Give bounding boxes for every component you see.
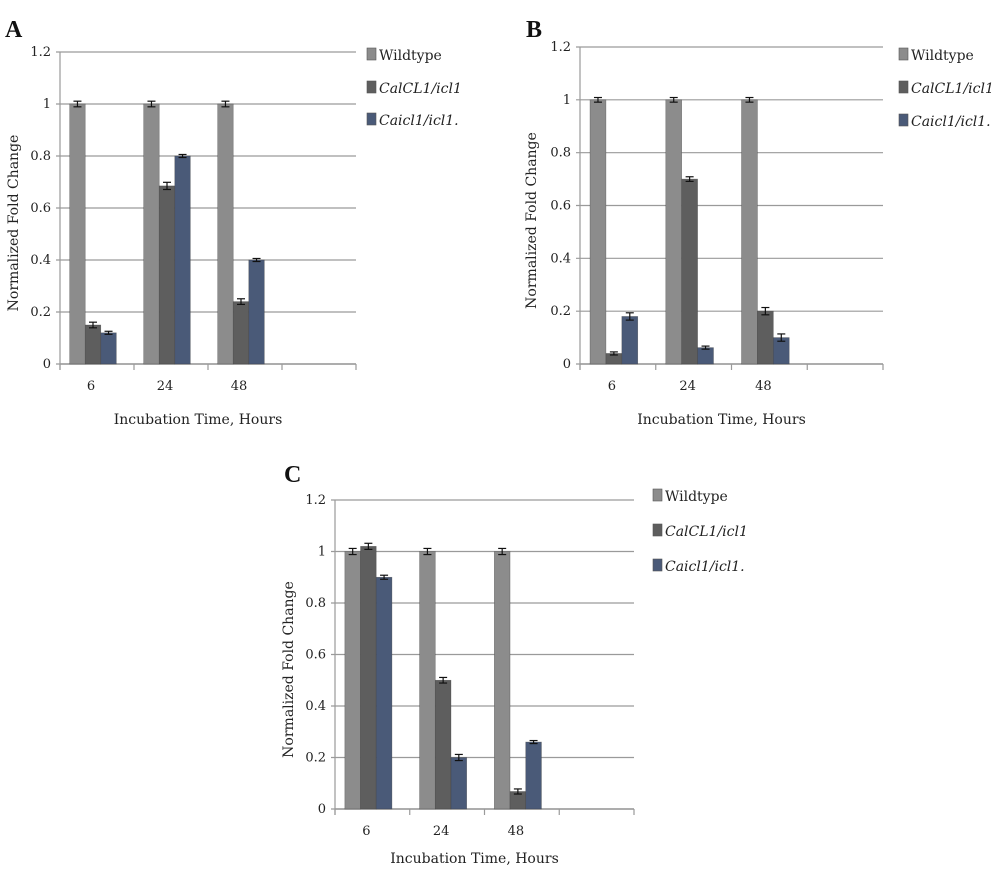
y-tick-label: 0.4	[305, 699, 326, 714]
legend-item: CalCL1/icl1	[898, 80, 994, 97]
legend-label: CalCL1/icl1	[665, 524, 748, 540]
y-tick-label: 0.6	[550, 199, 571, 214]
y-tick-label: 0.6	[305, 648, 326, 663]
panel-letter: A	[5, 17, 23, 43]
bar-wildtype	[589, 99, 607, 365]
legend-label: Caicl1/icl1.	[379, 113, 459, 129]
y-axis-label: Normalized Fold Change	[281, 581, 297, 758]
x-tick-label: 48	[508, 824, 525, 839]
x-tick-label: 6	[608, 379, 616, 394]
y-tick-label: 0.2	[30, 305, 51, 320]
legend-label: Wildtype	[911, 48, 974, 64]
y-tick-label: 1.2	[305, 493, 326, 508]
bar-calcl1icl1	[360, 546, 377, 810]
legend-swatch	[366, 47, 377, 61]
y-tick-label: 1	[563, 93, 571, 108]
bar-caicl1icl1	[100, 332, 117, 365]
panel-letter: B	[526, 17, 542, 43]
y-tick-label: 0.6	[30, 201, 51, 216]
legend-label: CalCL1/icl1	[379, 81, 462, 97]
bar-wildtype	[69, 103, 86, 365]
y-tick-label: 0	[563, 357, 571, 372]
y-tick-label: 0	[43, 357, 51, 372]
y-tick-label: 0	[318, 802, 326, 817]
legend-swatch	[652, 488, 663, 502]
y-tick-label: 0.8	[550, 146, 571, 161]
bar-calcl1icl1	[681, 178, 698, 365]
bar-caicl1icl1	[174, 155, 191, 365]
bar-caicl1icl1	[621, 316, 639, 365]
panel-letter: C	[284, 462, 301, 488]
legend-label: Caicl1/icl1.	[911, 114, 991, 130]
legend-swatch	[652, 523, 663, 537]
legend-item: Caicl1/icl1.	[652, 558, 745, 575]
bar-caicl1icl1	[450, 757, 467, 810]
legend-swatch	[898, 113, 909, 127]
y-tick-label: 0.2	[550, 304, 571, 319]
bar-wildtype	[494, 551, 511, 810]
y-tick-label: 0.4	[550, 251, 571, 266]
bar-caicl1icl1	[525, 741, 542, 810]
legend-label: Wildtype	[665, 489, 728, 505]
legend-label: CalCL1/icl1	[911, 81, 994, 97]
legend-label: Wildtype	[379, 48, 442, 64]
y-axis-label: Normalized Fold Change	[524, 132, 540, 309]
bar-wildtype	[741, 99, 758, 365]
x-tick-label: 24	[679, 379, 696, 394]
legend-label: Caicl1/icl1.	[665, 559, 745, 575]
bar-calcl1icl1	[158, 185, 176, 365]
x-tick-label: 24	[433, 824, 450, 839]
y-tick-label: 1.2	[550, 40, 571, 55]
y-tick-label: 0.2	[305, 751, 326, 766]
chart-panel-a: A 0 0.2 0.4 0.6 0.8 1 1.2 6 24 48 Normalized Fold C…	[5, 17, 462, 428]
legend-item: Caicl1/icl1.	[898, 113, 991, 130]
legend-item: Caicl1/icl1.	[366, 112, 459, 129]
chart-panel-b: B 0 0.2 0.4 0.6 0.8 1 1.2 6 24 48 Normalized Fold C…	[524, 17, 994, 428]
legend-item: Wildtype	[898, 47, 974, 64]
y-tick-label: 0.8	[305, 596, 326, 611]
x-tick-label: 24	[157, 379, 174, 394]
legend-swatch	[898, 80, 909, 94]
y-tick-label: 0.8	[30, 149, 51, 164]
legend-swatch	[652, 558, 663, 572]
y-tick-label: 1	[318, 545, 326, 560]
x-tick-label: 48	[755, 379, 772, 394]
legend-swatch	[366, 80, 377, 94]
bar-wildtype	[143, 103, 160, 365]
x-tick-label: 48	[231, 379, 248, 394]
x-axis-label: Incubation Time, Hours	[637, 412, 806, 428]
legend-swatch	[898, 47, 909, 61]
bar-calcl1icl1	[757, 310, 774, 365]
y-tick-label: 1	[43, 97, 51, 112]
bar-wildtype	[217, 103, 234, 365]
legend-item: Wildtype	[652, 488, 728, 505]
legend-swatch	[366, 112, 377, 126]
bar-wildtype	[344, 551, 361, 810]
legend-item: Wildtype	[366, 47, 442, 64]
bar-calcl1icl1	[232, 301, 250, 365]
x-axis-label: Incubation Time, Hours	[114, 412, 283, 428]
x-tick-label: 6	[362, 824, 370, 839]
legend-item: CalCL1/icl1	[652, 523, 748, 540]
bar-caicl1icl1	[697, 347, 714, 365]
x-tick-label: 6	[87, 379, 95, 394]
bar-calcl1icl1	[434, 679, 452, 810]
bar-wildtype	[665, 99, 682, 365]
bar-caicl1icl1	[248, 259, 265, 365]
y-axis-label: Normalized Fold Change	[6, 135, 22, 312]
bar-wildtype	[419, 551, 436, 810]
y-tick-label: 0.4	[30, 253, 51, 268]
chart-panel-c: C 0 0.2 0.4 0.6 0.8 1 1.2 6 24 48 Normalized Fold C…	[281, 462, 748, 867]
bar-calcl1icl1	[84, 324, 102, 365]
legend-item: CalCL1/icl1	[366, 80, 462, 97]
x-axis-label: Incubation Time, Hours	[390, 851, 559, 867]
bar-caicl1icl1	[375, 576, 393, 810]
y-tick-label: 1.2	[30, 45, 51, 60]
